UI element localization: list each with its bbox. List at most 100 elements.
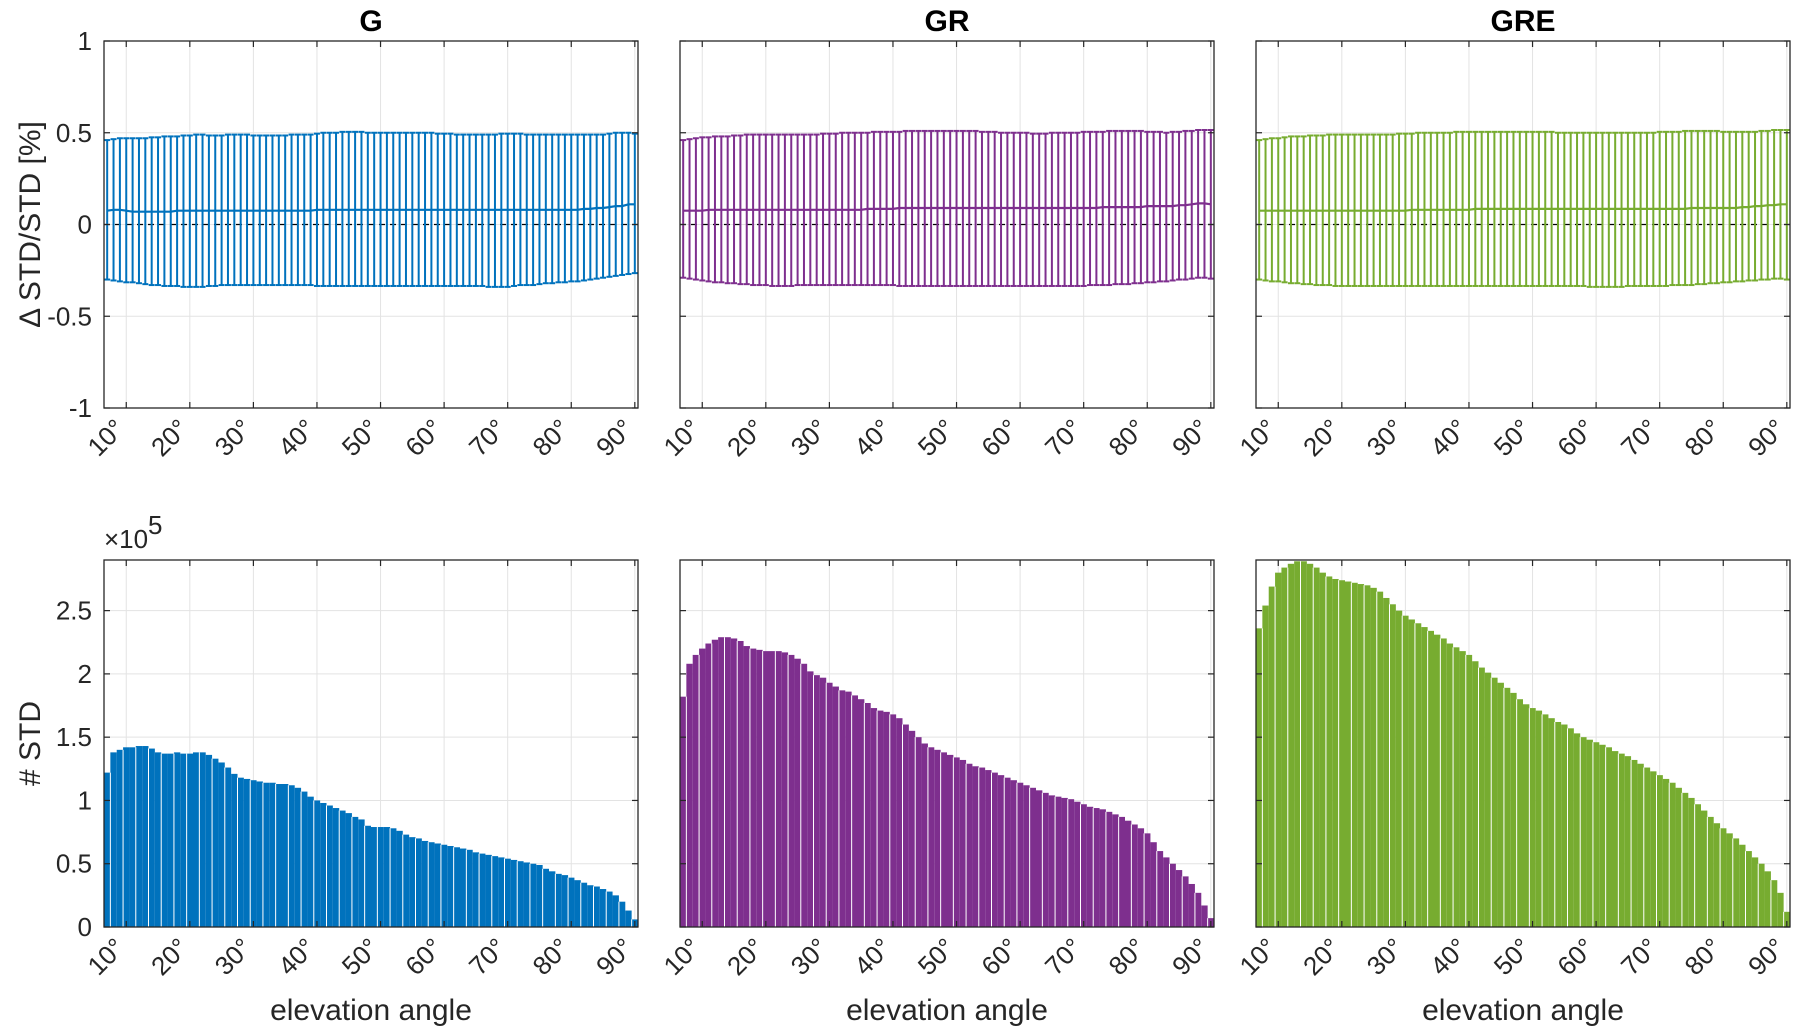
histogram-bar: [1529, 708, 1536, 927]
histogram-bar: [231, 773, 238, 927]
histogram-bar: [599, 889, 607, 927]
x-tick-label: 80°: [1102, 413, 1151, 462]
histogram-bar: [1669, 782, 1676, 927]
histogram-bar: [1770, 880, 1778, 927]
histogram-bar: [1484, 672, 1492, 927]
histogram-bar: [1751, 857, 1759, 927]
histogram-bar: [580, 882, 588, 927]
histogram-bar: [826, 682, 833, 927]
histogram-bar: [1465, 654, 1473, 927]
histogram-bar: [1201, 905, 1208, 927]
histogram-bar: [250, 780, 257, 927]
histogram-bar: [371, 827, 378, 927]
histogram-bar: [1656, 775, 1663, 927]
histogram-bar: [205, 754, 213, 927]
histogram-bar: [1004, 777, 1011, 927]
histogram-bar: [568, 877, 575, 927]
axes-box: [1255, 559, 1791, 928]
x-tick-label: 70°: [463, 932, 512, 981]
x-tick-label: 20°: [145, 413, 194, 462]
histogram-bar: [1408, 619, 1415, 927]
x-tick-label: 10°: [1233, 932, 1282, 981]
y-tick-label: 2: [78, 659, 92, 689]
histogram-bar: [326, 805, 333, 927]
histogram-bar: [1707, 816, 1714, 927]
x-tick-label: 30°: [785, 413, 834, 462]
x-tick-label: 60°: [975, 413, 1024, 462]
histogram-bar: [606, 891, 613, 927]
histogram-bar: [1427, 630, 1434, 927]
histogram-bar: [409, 837, 416, 927]
histogram-bar: [1650, 771, 1657, 927]
histogram-bar: [877, 710, 884, 927]
panel-gre-errorbar: 10° 20° 30° 40° 50° 60° 70° 80° 90° GRE: [1233, 5, 1791, 462]
histogram-bar: [1434, 634, 1441, 927]
histogram-bar: [129, 747, 136, 927]
histogram-bar: [1150, 842, 1157, 927]
histogram-bar: [313, 800, 321, 927]
histogram-bar: [1125, 820, 1132, 927]
histogram-bar: [1720, 828, 1727, 927]
histogram-bar: [1093, 808, 1100, 927]
histogram-bar: [180, 753, 187, 927]
histogram-bar: [1491, 677, 1498, 927]
histogram-bar: [915, 737, 922, 927]
histogram-bar: [434, 843, 441, 927]
histogram-bar: [1048, 795, 1056, 927]
histogram-bar: [339, 810, 346, 927]
histogram-bar: [1325, 576, 1333, 927]
histogram-bar: [1376, 591, 1384, 927]
x-tick-label: 20°: [721, 413, 770, 462]
histogram-bar: [1364, 585, 1371, 927]
y-tick-label: 0: [78, 912, 92, 942]
histogram-bar: [1681, 792, 1689, 927]
histogram-bar: [1643, 767, 1651, 927]
histogram-bar: [1036, 790, 1043, 927]
histogram-bar: [288, 785, 295, 927]
histogram-bar: [1561, 724, 1568, 927]
histogram-bar: [593, 886, 600, 927]
histogram-bar: [1440, 638, 1447, 927]
histogram-bar: [523, 862, 530, 927]
x-tick-label: 50°: [1488, 413, 1537, 462]
x-tick-label: 10°: [1233, 413, 1282, 462]
histogram-bar: [1300, 561, 1307, 927]
histogram-bar: [985, 770, 992, 927]
x-tick-label: 60°: [1551, 932, 1600, 981]
histogram-bar: [692, 654, 700, 927]
histogram-bar: [1554, 721, 1562, 927]
mean-line: [1259, 203, 1787, 212]
x-tick-label: 50°: [336, 413, 385, 462]
histogram-bar: [536, 864, 543, 927]
histogram-bar: [851, 695, 858, 927]
histogram-bar: [699, 648, 706, 927]
histogram-bar: [1414, 623, 1422, 927]
histogram-bar: [148, 748, 155, 927]
histogram-bar: [262, 782, 270, 927]
histogram-bar: [953, 757, 960, 927]
histogram-bar: [1351, 582, 1358, 927]
histogram-bar: [1662, 778, 1670, 927]
histogram-bar: [1332, 578, 1339, 927]
histogram-bar: [807, 671, 814, 927]
y-axis-label: Δ STD/STD [%]: [14, 121, 47, 328]
histogram-bar: [1370, 587, 1377, 927]
histogram-bar: [737, 640, 744, 927]
histogram-bar: [896, 718, 903, 927]
axes-box: [679, 559, 1215, 928]
y-exponent-label: ×10: [104, 524, 148, 554]
panel-title: G: [359, 5, 382, 38]
x-tick-label: 90°: [1166, 413, 1215, 462]
histogram-bar: [224, 767, 232, 927]
histogram-bar: [1194, 892, 1202, 927]
histogram-bar: [1010, 780, 1017, 927]
histogram-bar: [542, 868, 549, 927]
histogram-bar: [1605, 747, 1612, 927]
histogram-bar: [1023, 785, 1030, 927]
histogram-bar: [972, 766, 979, 927]
x-tick-label: 40°: [272, 932, 321, 981]
x-axis-label: elevation angle: [1422, 994, 1624, 1027]
x-tick-label: 80°: [1678, 932, 1727, 981]
histogram-bar: [1592, 742, 1600, 927]
